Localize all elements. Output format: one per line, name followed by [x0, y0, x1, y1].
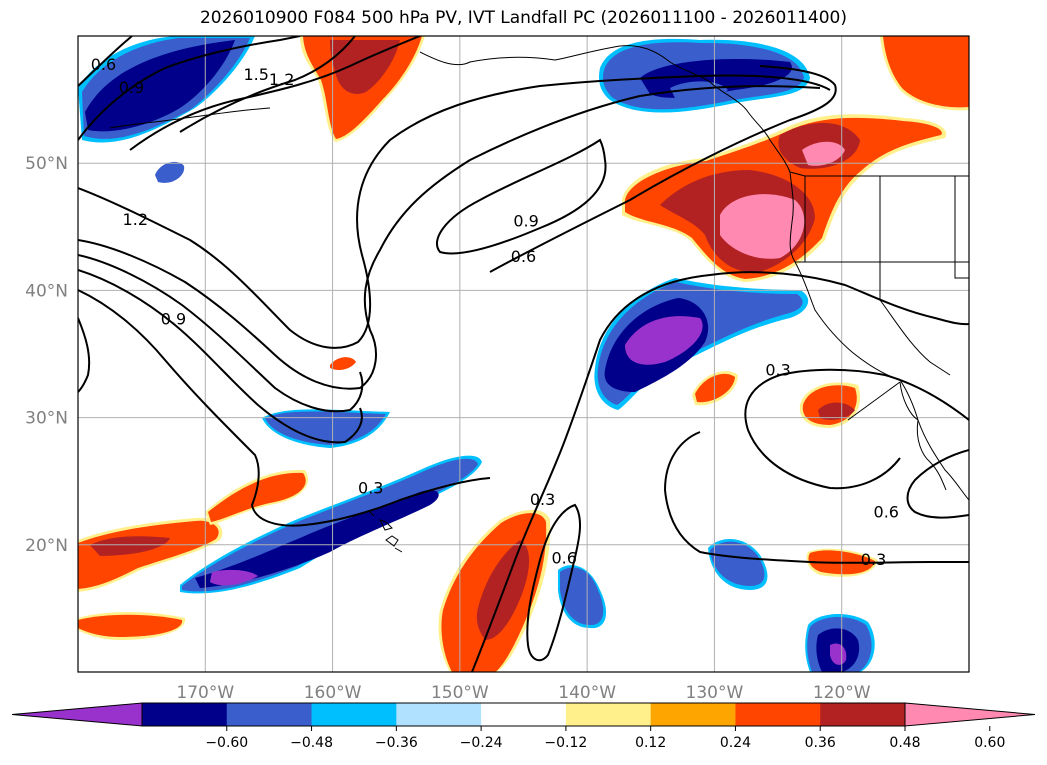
pv-contour-0.9-west — [78, 85, 821, 390]
lon-tick-label: 120°W — [813, 683, 871, 703]
contour-label: 0.3 — [765, 360, 790, 379]
colorbar-extend-low — [11, 702, 143, 727]
colorbar-tick-label: −0.48 — [290, 735, 333, 751]
contour-label: 1.2 — [269, 70, 294, 89]
contour-label: 0.3 — [530, 490, 555, 509]
colorbar-tick-label: 0.60 — [974, 735, 1005, 751]
colorbar-tick-label: 0.36 — [805, 735, 836, 751]
contour-label: 0.9 — [513, 211, 538, 230]
contour-label: 1.2 — [123, 210, 148, 229]
colorbar-bin — [650, 703, 736, 726]
colorbar-bin — [565, 703, 652, 726]
positive-anomaly-bering — [300, 36, 425, 142]
pv-contour-0.6-south — [526, 503, 581, 662]
positive-anomaly-pacific-northwest — [622, 114, 947, 283]
negative-anomaly-subtropical-band — [180, 409, 482, 594]
pv-contour-labels: 0.60.91.5 1.21.20.90.90.60.30.30.30.60.60… — [91, 55, 899, 569]
ivt-fill-layer — [78, 36, 969, 672]
lon-tick-label: 130°W — [686, 683, 744, 703]
lon-tick-label: 140°W — [558, 683, 616, 703]
contour-label: 0.6 — [874, 503, 899, 522]
lat-tick-label: 30°N — [25, 409, 68, 429]
pv-contour-0.6-northwest — [78, 36, 133, 87]
contour-label: 0.3 — [358, 479, 383, 498]
positive-anomaly-northeast-corner — [880, 36, 969, 111]
pv-contour-0.3-main — [471, 271, 969, 672]
colorbar-bin — [396, 703, 482, 726]
lon-tick-label: 170°W — [176, 683, 234, 703]
contour-label: 0.9 — [161, 309, 186, 328]
colorbar-tick-label: 0.48 — [889, 735, 920, 751]
pv-contour-1.5-north — [179, 36, 356, 133]
axis-tick-labels: 170°W 160°W 150°W 140°W 130°W 120°W 20°N 30°N 40… — [25, 154, 871, 703]
colorbar-tick-label: −0.60 — [205, 735, 248, 751]
contour-label: 0.6 — [511, 247, 536, 266]
contour-label: 0.6 — [552, 549, 577, 568]
pv-contour-0.9-northwest — [78, 36, 301, 141]
negative-anomaly-aleutian — [78, 36, 255, 183]
colorbar-bin — [311, 703, 397, 726]
contour-label: 0.3 — [861, 550, 886, 569]
contour-label: 0.6 — [91, 55, 116, 74]
pv-contour-0.6-southeast — [906, 449, 969, 519]
pv-contour-1.2-north — [129, 36, 421, 151]
colorbar-extend-high — [904, 702, 1036, 727]
pv-contour-0.9-closed — [435, 138, 607, 255]
negative-anomaly-central — [594, 278, 809, 410]
contour-label: 0.9 — [119, 78, 144, 97]
pv-contour-west-edge — [78, 317, 91, 393]
pv-contour-0.3-southeast — [744, 368, 969, 490]
lat-tick-label: 20°N — [25, 536, 68, 556]
colorbar-tick-label: 0.12 — [635, 735, 666, 751]
colorbar-tick-label: −0.24 — [460, 735, 503, 751]
colorbar-outline — [141, 702, 906, 727]
coastlines — [109, 45, 969, 553]
colorbar-tick-label: −0.12 — [544, 735, 587, 751]
pv-contour-0.6-main — [489, 65, 837, 273]
pv-contour-0.9-inner — [78, 254, 364, 413]
contour-label: 1.5 — [243, 65, 268, 84]
lat-tick-label: 40°N — [25, 281, 68, 301]
colorbar-bin — [226, 703, 313, 726]
pv-contour-0.6-west — [78, 269, 363, 444]
positive-anomaly-subtropical-west — [78, 469, 309, 640]
map-frame — [77, 35, 970, 673]
pv-contour-0.3-loop — [78, 289, 491, 527]
lat-tick-label: 50°N — [25, 154, 68, 174]
colorbar: −0.60 −0.48 −0.36 −0.24 −0.12 0.12 0.24 0.36 0.4… — [11, 702, 1036, 751]
lon-tick-label: 150°W — [431, 683, 489, 703]
colorbar-bin — [142, 703, 228, 726]
pv-contours — [78, 36, 969, 672]
pv-contour-0.3-south — [663, 431, 969, 564]
colorbar-bin — [735, 703, 821, 726]
lon-tick-label: 160°W — [304, 683, 362, 703]
colorbar-tick-label: 0.24 — [720, 735, 751, 751]
colorbar-bin — [820, 703, 906, 726]
colorbar-tick-label: −0.36 — [375, 735, 418, 751]
gridlines — [78, 36, 969, 672]
pv-contour-1.2-west — [78, 74, 831, 349]
map-title: 2026010900 F084 500 hPa PV, IVT Landfall… — [199, 8, 847, 28]
colorbar-bin — [481, 703, 567, 726]
